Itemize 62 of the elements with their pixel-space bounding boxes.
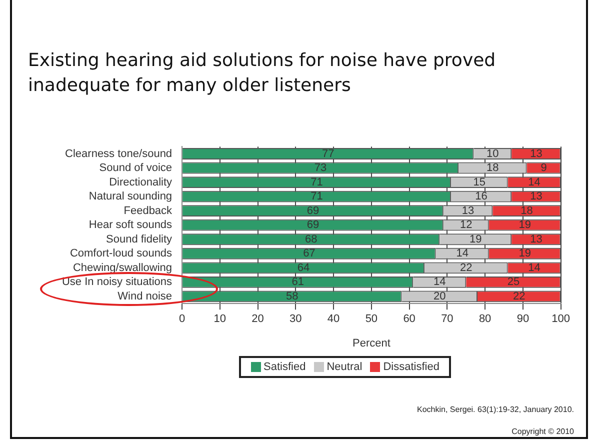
legend-label: Dissatisfied: [383, 361, 440, 373]
data-label: 61: [292, 276, 304, 288]
data-label: 22: [513, 290, 526, 302]
x-tick-label: 30: [290, 313, 302, 326]
x-tick-label: 80: [478, 313, 492, 326]
data-label: 14: [433, 276, 446, 288]
legend-label: Neutral: [326, 361, 362, 373]
text: Kochkin, Sergei. 63(1):19-32, January 2010.: [417, 405, 574, 414]
data-label: 69: [306, 219, 320, 232]
data-label: 73: [314, 162, 327, 174]
data-label: 12: [460, 219, 472, 232]
y-tick-label: Comfort-loud sounds: [70, 248, 173, 260]
data-label: 14: [456, 248, 468, 260]
data-label: 22: [460, 262, 472, 274]
data-label: 25: [507, 276, 520, 288]
data-label: 20: [433, 290, 446, 302]
data-label: 14: [528, 176, 540, 188]
data-label: 13: [530, 233, 542, 246]
data-label: 9: [540, 162, 547, 174]
y-tick-label: Directionality: [109, 176, 173, 188]
x-tick-label: 70: [441, 313, 454, 326]
x-tick-label: 10: [214, 313, 226, 326]
data-label: 19: [469, 233, 482, 246]
y-tick-label: Use In noisy situations: [62, 276, 173, 288]
x-tick-label: 20: [252, 313, 264, 326]
data-label: 18: [520, 204, 533, 217]
x-tick-label: 100: [552, 313, 570, 326]
y-tick-label: Sound fidelity: [106, 233, 173, 246]
x-tick-label: 60: [403, 313, 416, 326]
data-label: 14: [528, 262, 540, 274]
data-label: 13: [530, 148, 542, 160]
data-label: 10: [486, 148, 499, 160]
y-tick-label: Sound of voice: [99, 162, 172, 174]
data-label: 77: [322, 148, 334, 160]
data-label: 13: [462, 204, 474, 217]
y-tick-label: Wind noise: [118, 290, 172, 302]
y-tick-label: Chewing/swallowing: [72, 262, 172, 274]
data-label: 19: [518, 248, 531, 260]
x-tick-label: 90: [516, 313, 530, 326]
data-label: 71: [310, 176, 323, 188]
y-tick-label: Natural sounding: [88, 190, 172, 203]
x-tick-label: 50: [365, 313, 378, 326]
text: Copyright © 2010: [512, 427, 574, 436]
x-tick-label: 40: [327, 313, 340, 326]
x-axis-title: Percent: [352, 337, 390, 350]
data-label: 19: [518, 219, 531, 232]
y-tick-label: Clearness tone/sound: [65, 148, 172, 160]
data-label: 13: [530, 190, 542, 203]
legend-label: Satisfied: [264, 361, 306, 373]
x-tick-label: 0: [178, 313, 186, 326]
data-label: 18: [486, 162, 499, 174]
y-tick-label: Hear soft sounds: [88, 219, 173, 232]
data-label: 68: [304, 233, 318, 246]
chart-title: Existing hearing aid solutions for noise have proved inadequate for many older listeners: [28, 49, 497, 98]
data-label: 58: [286, 290, 298, 302]
data-label: 71: [310, 190, 323, 203]
data-label: 16: [475, 190, 488, 203]
y-tick-label: Feedback: [124, 204, 173, 217]
data-label: 67: [303, 248, 316, 260]
data-label: 69: [306, 204, 320, 217]
data-label: 15: [473, 176, 486, 188]
data-label: 64: [297, 262, 310, 274]
